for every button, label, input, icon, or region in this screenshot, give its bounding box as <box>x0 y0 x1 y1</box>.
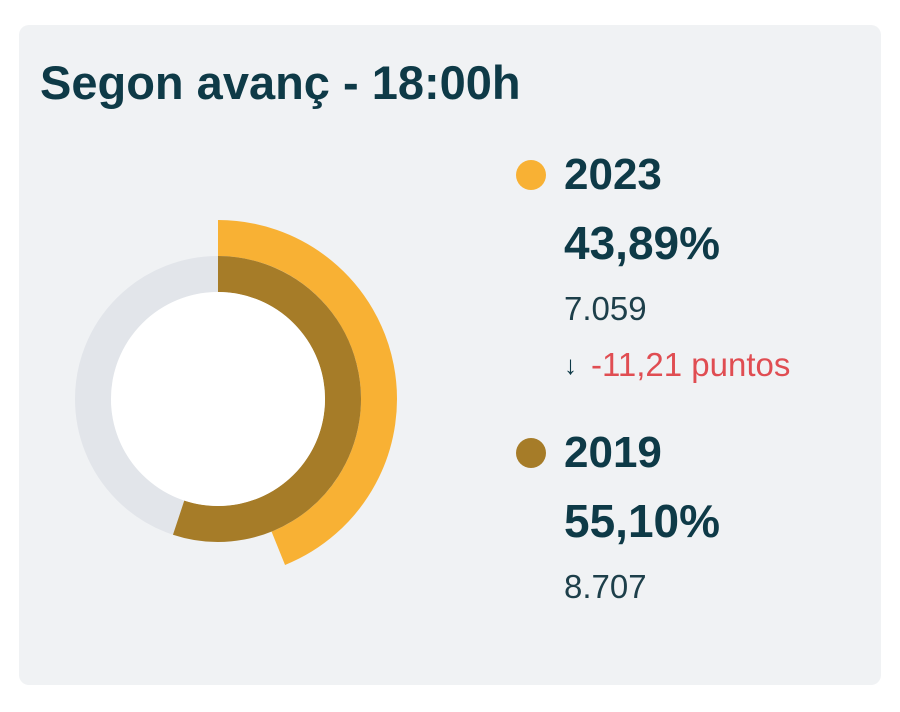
change-indicator: ↓ -11,21 puntos <box>564 345 876 385</box>
chart-legend: 2023 43,89% 7.059 ↓ -11,21 puntos 2019 5… <box>516 145 876 609</box>
dot-2019-icon <box>516 438 546 468</box>
arrow-down-icon: ↓ <box>564 350 577 380</box>
change-value: -11,21 puntos <box>591 346 791 383</box>
legend-year-2019: 2019 <box>564 428 662 477</box>
legend-item-2019[interactable]: 2019 55,10% 8.707 <box>516 423 876 609</box>
ring-2019[interactable] <box>172 256 361 542</box>
turnout-ring-chart <box>75 220 397 565</box>
dot-2023-icon <box>516 160 546 190</box>
turnout-percent-2023: 43,89% <box>564 217 721 269</box>
turnout-card: Segon avanç - 18:00h 2023 43,89% 7.059 ↓… <box>19 25 881 685</box>
turnout-percent-2019: 55,10% <box>564 495 721 547</box>
legend-head-2023: 2023 <box>516 145 876 205</box>
legend-year-2023: 2023 <box>564 150 662 199</box>
ring-2023[interactable] <box>217 220 397 565</box>
card-title: Segon avanç - 18:00h <box>40 56 521 109</box>
legend-head-2019: 2019 <box>516 423 876 483</box>
voter-count-2019: 8.707 <box>564 568 647 605</box>
voter-count-2023: 7.059 <box>564 290 647 327</box>
chart-center <box>111 292 325 506</box>
legend-item-2023[interactable]: 2023 43,89% 7.059 ↓ -11,21 puntos <box>516 145 876 385</box>
